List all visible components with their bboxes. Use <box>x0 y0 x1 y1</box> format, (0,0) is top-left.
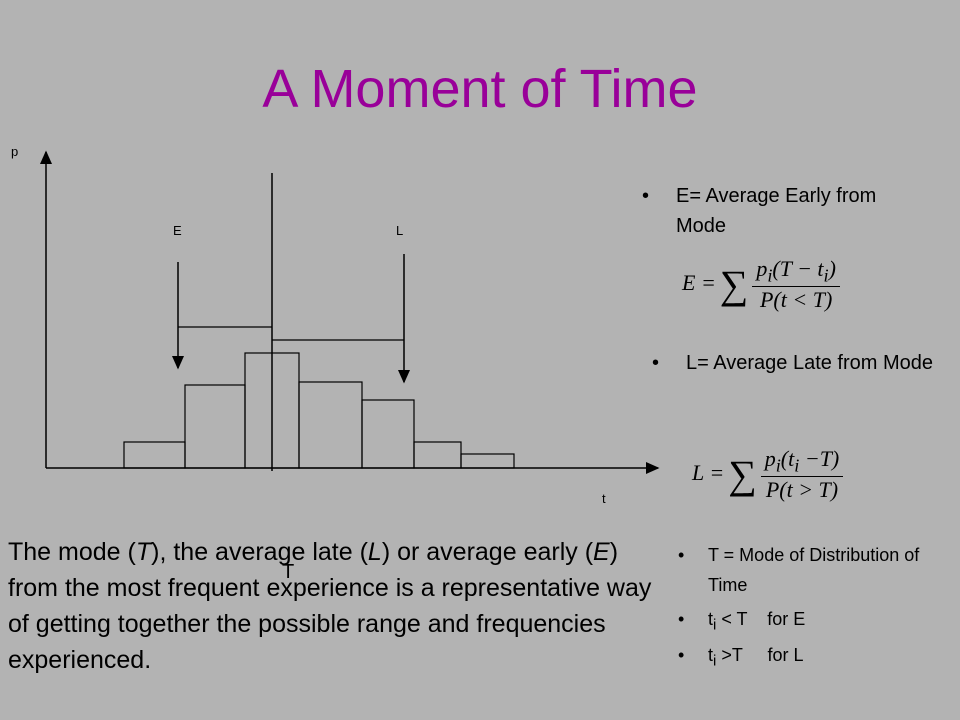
bullet: T = Mode of Distribution of Time <box>678 540 948 600</box>
bullet: E= Average Early from Mode <box>642 181 896 241</box>
bullet: L= Average Late from Mode <box>652 348 936 378</box>
formula-sum: ∑ <box>719 262 749 308</box>
text: The mode ( <box>8 538 136 566</box>
text: < T for E <box>716 609 806 629</box>
early-label: E <box>173 223 182 238</box>
title: A Moment of Time <box>262 59 698 119</box>
bullet: ti < T for E <box>678 604 806 641</box>
text: t <box>708 645 714 665</box>
formula-lhs: L = <box>692 459 725 485</box>
text: ) or average early ( <box>381 538 594 566</box>
text: E <box>593 538 610 566</box>
denominator: P(t < T) <box>759 287 833 313</box>
numerator: pi(T − ti) <box>752 256 840 288</box>
text: T <box>135 538 152 566</box>
bullet: ti >T for L <box>678 640 804 677</box>
math-text: i <box>767 265 773 286</box>
formula-sum: ∑ <box>728 452 757 498</box>
text: i <box>713 652 717 670</box>
text: i <box>713 616 717 634</box>
formula-lhs: E = <box>682 269 716 295</box>
x-axis-label: t <box>602 491 606 506</box>
bar <box>460 453 515 469</box>
text: t <box>708 609 714 629</box>
formula-late: L = ∑ pi(ti −T) P(t > T) <box>692 446 844 503</box>
text: ) from the most frequent experience is a… <box>8 538 652 674</box>
math-text: (T − t <box>772 256 824 281</box>
text: L <box>367 538 382 566</box>
denominator: P(t > T) <box>765 477 839 503</box>
text: >T for L <box>716 645 804 665</box>
bar <box>361 399 415 469</box>
bar <box>184 384 246 469</box>
numerator: pi(ti −T) <box>760 446 844 478</box>
bar <box>123 441 186 469</box>
math-text: i <box>775 455 781 476</box>
late-label: L <box>396 223 403 238</box>
formula-early: E = ∑ pi(T − ti) P(t < T) <box>682 256 840 313</box>
bar <box>413 441 462 469</box>
mode-label: T <box>282 561 294 583</box>
text: ), the average late ( <box>151 538 368 566</box>
paragraph: The mode (T), the average late (L) or av… <box>8 534 673 678</box>
math-text: p <box>764 446 776 471</box>
math-text: i <box>823 265 829 286</box>
math-text: ) <box>828 256 836 281</box>
y-axis-label: p <box>11 144 18 159</box>
math-text: p <box>756 256 768 281</box>
math-text: −T) <box>799 446 840 471</box>
math-text: i <box>794 455 800 476</box>
math-text: (t <box>780 446 795 471</box>
bar <box>298 381 363 469</box>
histogram <box>123 352 515 469</box>
